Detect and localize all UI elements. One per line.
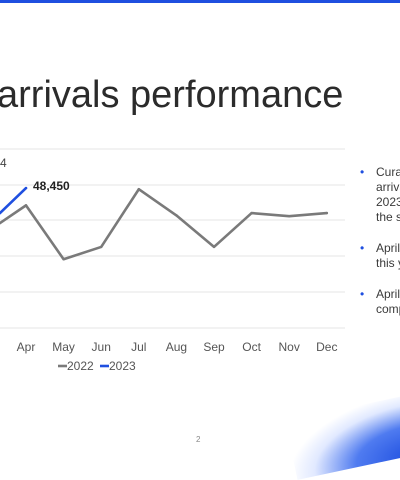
- series-line-2022: [0, 187, 329, 261]
- data-point: [212, 245, 216, 249]
- bullet-item: April this y: [360, 241, 400, 271]
- label-layer: 48,450 4 Apr May Jun Jul Aug Sep Oct Nov Dec: [0, 156, 337, 354]
- slide-title: arrivals performance: [0, 74, 344, 116]
- bullet-item: April comp: [360, 287, 400, 317]
- bullet-text: Cura: [376, 165, 400, 179]
- x-tick-label: Jun: [92, 340, 111, 354]
- bullet-text: April: [376, 241, 400, 255]
- legend-label: 2022: [67, 359, 94, 373]
- x-tick-label: May: [52, 340, 75, 354]
- data-point: [100, 245, 103, 249]
- data-point: [24, 186, 28, 190]
- bullet-text: arriva: [376, 180, 400, 194]
- data-point: [288, 214, 291, 218]
- data-point: [325, 211, 328, 215]
- bullet-text: comp: [376, 302, 400, 316]
- bullet-text: this y: [376, 256, 400, 270]
- x-tick-label: Nov: [279, 340, 300, 354]
- data-point: [250, 211, 253, 215]
- x-tick-label: Oct: [242, 340, 261, 354]
- partial-data-label: 4: [0, 156, 7, 170]
- data-point: [175, 214, 178, 217]
- page-number: 2: [196, 435, 201, 444]
- x-tick-label: Jul: [131, 340, 146, 354]
- bullet-text: 2023: [376, 195, 400, 209]
- bullet-item: Cura arriva 2023 the s: [360, 165, 400, 225]
- decorative-wave: [285, 396, 400, 480]
- data-point: [24, 204, 28, 207]
- x-tick-label: Dec: [316, 340, 337, 354]
- data-point: [62, 258, 65, 261]
- x-tick-label: Sep: [203, 340, 225, 354]
- x-tick-label: Apr: [17, 340, 36, 354]
- legend: 2022 2023: [58, 359, 136, 373]
- legend-label: 2023: [109, 359, 136, 373]
- bullet-list: Cura arriva 2023 the s April this y Apri…: [360, 165, 400, 333]
- series-layer: [0, 186, 329, 261]
- data-label: 48,450: [33, 179, 70, 193]
- series-line-2023: [0, 186, 28, 215]
- grid-layer: [0, 148, 345, 329]
- top-accent-bar: [0, 0, 400, 3]
- bullet-text: April: [376, 287, 400, 301]
- data-point: [137, 188, 140, 191]
- x-tick-label: Aug: [166, 340, 187, 354]
- bullet-text: the s: [376, 210, 400, 224]
